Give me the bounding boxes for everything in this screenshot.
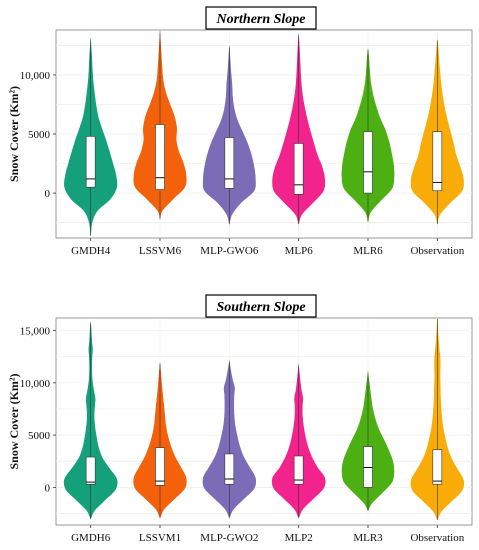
violin-mlp2: [271, 364, 326, 519]
x-tick-label: GMDH6: [71, 532, 111, 544]
x-tick-label: MLR3: [353, 532, 383, 544]
violins: [63, 316, 465, 521]
x-tick-label: GMDH4: [71, 245, 111, 257]
y-axis-label: Snow Cover (Km²): [7, 373, 21, 469]
x-tick-labels: GMDH4 LSSVM6 MLP-GWO6 MLP6 MLR6 Observation: [71, 238, 465, 257]
iqr-box: [293, 455, 304, 485]
y-tick-label: 0: [45, 482, 51, 494]
northern-slope-panel: 0 5000 10,000 GMDH4 LSSVM6 MLP-GWO6 MLP6 MLR6 O…: [7, 6, 473, 257]
y-tick-label: 5000: [28, 430, 51, 442]
y-tick-label: 10,000: [20, 70, 51, 82]
violin-mlp-gwo2: [202, 360, 257, 519]
x-tick-label: Observation: [410, 532, 464, 544]
chart-title: Northern Slope: [215, 12, 305, 27]
title-box: Northern Slope: [205, 6, 317, 30]
x-tick-label: MLP-GWO2: [200, 532, 258, 544]
violin-observation: [410, 39, 464, 225]
x-tick-label: MLP2: [285, 532, 313, 544]
y-tick-label: 5000: [28, 129, 51, 141]
x-tick-label: LSSVM1: [139, 532, 181, 544]
violin-gmdh4: [63, 38, 118, 236]
y-tick-labels: 0 5000 10,000: [20, 70, 56, 200]
x-tick-label: MLP6: [285, 245, 314, 257]
plot-area: [55, 317, 473, 526]
violin-mlp-gwo6: [202, 45, 256, 225]
iqr-box: [363, 446, 373, 488]
y-tick-labels: 0 5000 10,000 15,000: [20, 326, 56, 494]
x-tick-label: LSSVM6: [139, 245, 182, 257]
iqr-box: [432, 449, 443, 485]
iqr-box: [85, 136, 96, 188]
violins: [63, 30, 464, 236]
y-tick-label: 10,000: [20, 378, 51, 390]
title-box: Southern Slope: [205, 294, 317, 318]
y-tick-label: 0: [45, 188, 51, 200]
violin-mlr6: [341, 48, 395, 223]
iqr-box: [85, 456, 96, 485]
x-tick-label: MLR6: [353, 245, 383, 257]
iqr-box: [432, 131, 443, 192]
x-tick-label: Observation: [410, 245, 464, 257]
violin-gmdh6: [63, 322, 118, 520]
violin-mlr3: [341, 371, 395, 512]
x-tick-labels: GMDH6 LSSVM1 MLP-GWO2 MLP2 MLR3 Observation: [71, 525, 465, 544]
iqr-box: [224, 453, 235, 485]
iqr-box: [293, 143, 304, 195]
x-tick-label: MLP-GWO6: [200, 245, 259, 257]
violin-lssvm1: [133, 362, 187, 519]
iqr-box: [363, 131, 373, 194]
southern-slope-panel: 0 5000 10,000 15,000 GMDH6 LSSVM1 MLP-GWO2 MLP…: [7, 294, 473, 544]
violin-mlp6: [272, 33, 326, 225]
y-tick-label: 15,000: [20, 326, 51, 338]
iqr-box: [224, 137, 235, 189]
violin-observation: [410, 316, 465, 521]
iqr-box: [155, 124, 165, 190]
chart-title: Southern Slope: [216, 300, 305, 315]
violin-lssvm6: [133, 30, 187, 220]
y-axis-label: Snow Cover (Km²): [7, 86, 21, 182]
iqr-box: [155, 447, 165, 486]
